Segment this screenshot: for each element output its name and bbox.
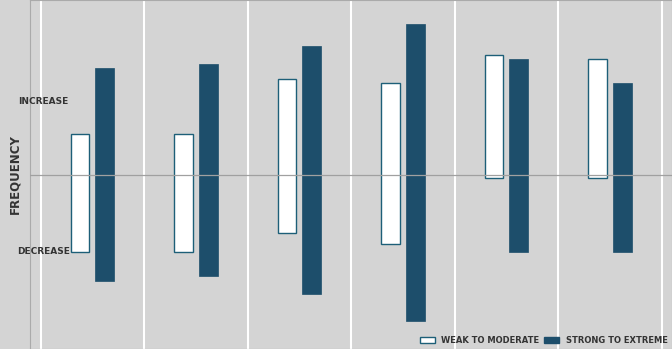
Bar [588,59,607,178]
Bar [509,59,528,252]
Text: INCREASE: INCREASE [19,97,69,105]
Bar [406,24,425,321]
Text: FREQUENCY: FREQUENCY [9,135,22,214]
Bar [278,79,296,233]
Legend: WEAK TO MODERATE, STRONG TO EXTREME: WEAK TO MODERATE, STRONG TO EXTREME [419,336,668,345]
Bar [71,134,89,252]
Bar [381,83,400,244]
Bar [613,83,632,252]
Bar [302,46,321,294]
Bar [199,64,218,275]
Bar [174,134,193,252]
Text: DECREASE: DECREASE [17,247,70,256]
Bar [485,55,503,178]
Bar [95,68,114,281]
